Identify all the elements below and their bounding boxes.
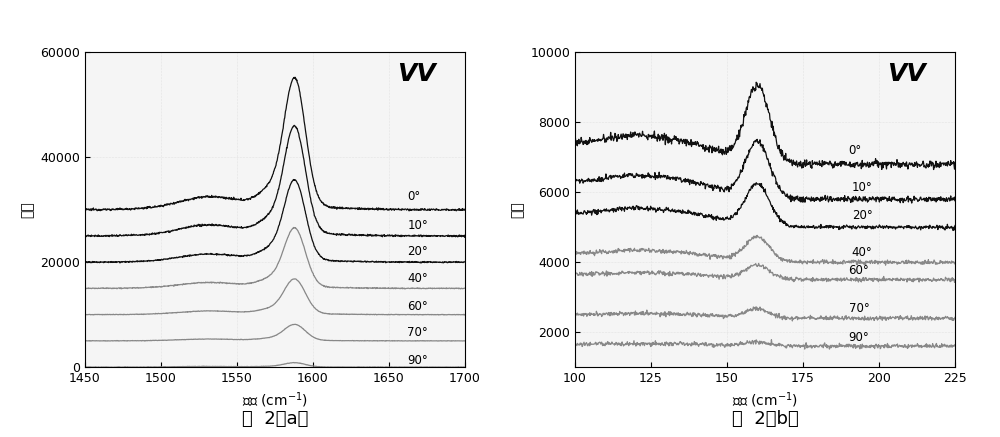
Y-axis label: 强度: 强度 xyxy=(21,201,35,218)
Text: 图  2（a）: 图 2（a） xyxy=(242,410,308,428)
Text: 图  2（b）: 图 2（b） xyxy=(732,410,798,428)
Text: VV: VV xyxy=(887,62,925,86)
X-axis label: 频移 (cm$^{-1}$): 频移 (cm$^{-1}$) xyxy=(732,391,798,410)
Text: 0°: 0° xyxy=(849,144,862,157)
Y-axis label: 强度: 强度 xyxy=(511,201,525,218)
Text: 90°: 90° xyxy=(407,354,428,367)
Text: 70°: 70° xyxy=(849,302,869,316)
Text: 40°: 40° xyxy=(407,272,428,285)
Text: 10°: 10° xyxy=(852,181,872,194)
Text: 40°: 40° xyxy=(852,246,872,259)
Text: 60°: 60° xyxy=(407,299,428,312)
Text: 20°: 20° xyxy=(852,209,872,222)
Text: 20°: 20° xyxy=(407,245,428,258)
Text: 0°: 0° xyxy=(407,191,420,204)
Text: 60°: 60° xyxy=(849,264,869,277)
Text: 10°: 10° xyxy=(407,219,428,232)
Text: 70°: 70° xyxy=(407,326,428,339)
X-axis label: 频移 (cm$^{-1}$): 频移 (cm$^{-1}$) xyxy=(242,391,308,410)
Text: VV: VV xyxy=(397,62,435,86)
Text: 90°: 90° xyxy=(849,331,869,344)
